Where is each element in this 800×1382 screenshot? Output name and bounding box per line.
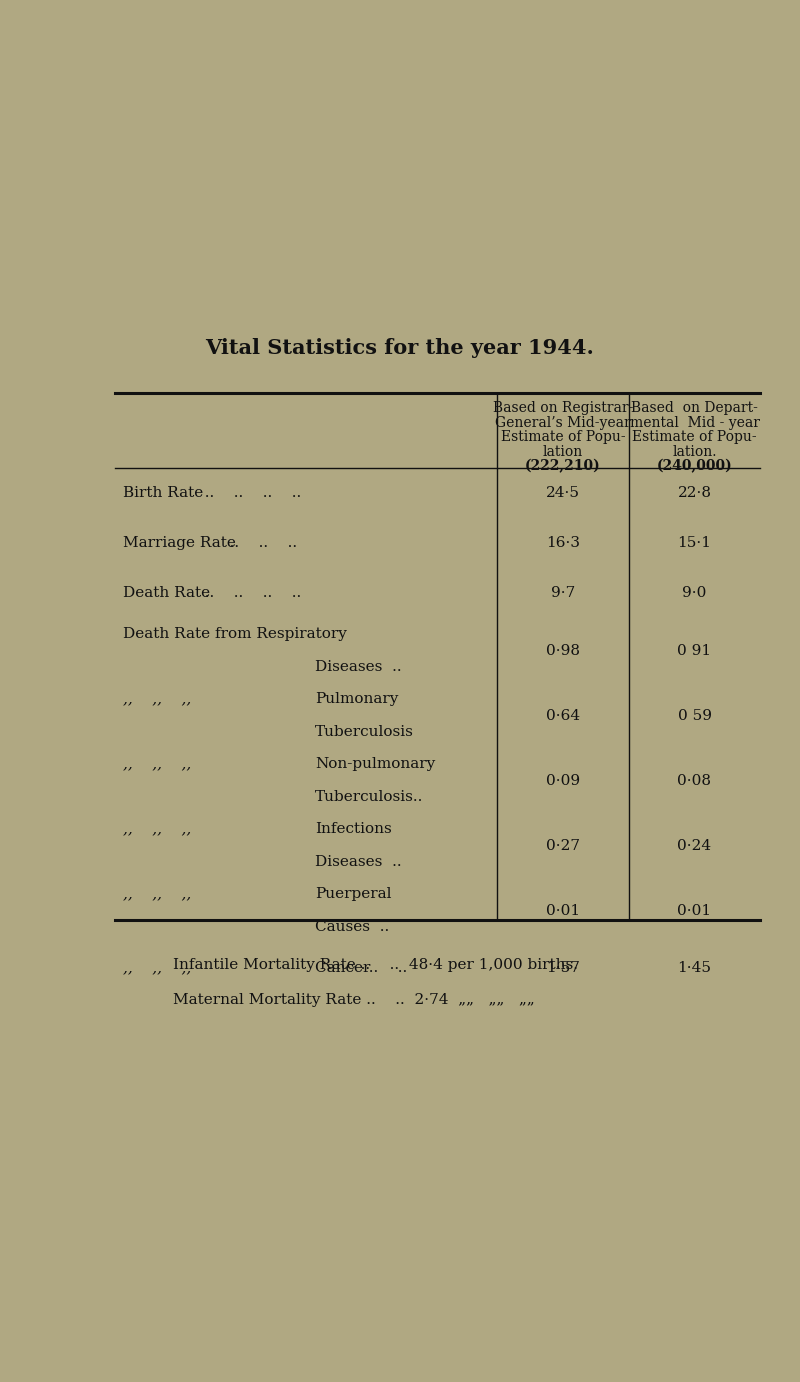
Text: ..    ..    ..    ..: .. .. .. .. (195, 486, 302, 500)
Text: ,,    ,,    ,,: ,, ,, ,, (123, 822, 191, 836)
Text: 0 91: 0 91 (678, 644, 711, 658)
Text: 0·01: 0·01 (678, 904, 711, 918)
Text: ,,    ,,    ,,: ,, ,, ,, (123, 692, 191, 706)
Text: Diseases  ..: Diseases .. (315, 659, 402, 674)
Text: 0·01: 0·01 (546, 904, 580, 918)
Text: (222,210): (222,210) (525, 459, 601, 473)
Text: Infections: Infections (315, 822, 392, 836)
Text: ,,    ,,    ,,: ,, ,, ,, (123, 757, 191, 771)
Text: ,,    ,,    ,,: ,, ,, ,, (123, 960, 191, 974)
Text: Pulmonary: Pulmonary (315, 692, 398, 706)
Text: General’s Mid-year: General’s Mid-year (495, 416, 631, 430)
Text: ..    ..    ..: .. .. .. (215, 536, 298, 550)
Text: ..    ..    ..    ..: .. .. .. .. (195, 586, 302, 600)
Text: 0·64: 0·64 (546, 709, 580, 723)
Text: lation.: lation. (672, 445, 717, 459)
Text: Causes  ..: Causes .. (315, 920, 390, 934)
Text: Birth Rate: Birth Rate (123, 486, 203, 500)
Text: Diseases  ..: Diseases .. (315, 854, 402, 869)
Text: 15·1: 15·1 (678, 536, 711, 550)
Text: Based  on Depart-: Based on Depart- (631, 401, 758, 415)
Text: Tuberculosis..: Tuberculosis.. (315, 789, 423, 804)
Text: Puerperal: Puerperal (315, 887, 391, 901)
Text: Death Rate from Respiratory: Death Rate from Respiratory (123, 627, 347, 641)
Text: Estimate of Popu-: Estimate of Popu- (632, 430, 757, 444)
Text: 1·57: 1·57 (546, 960, 580, 974)
Text: Death Rate: Death Rate (123, 586, 210, 600)
Text: 9·0: 9·0 (682, 586, 706, 600)
Text: Estimate of Popu-: Estimate of Popu- (501, 430, 626, 444)
Text: 0·27: 0·27 (546, 839, 580, 853)
Text: ,,    ,,    ,,: ,, ,, ,, (123, 887, 191, 901)
Text: 9·7: 9·7 (551, 586, 575, 600)
Text: Cancer..    ..: Cancer.. .. (315, 960, 407, 974)
Text: (240,000): (240,000) (657, 459, 732, 473)
Text: Tuberculosis: Tuberculosis (315, 724, 414, 739)
Text: 0·09: 0·09 (546, 774, 580, 788)
Text: Non-pulmonary: Non-pulmonary (315, 757, 435, 771)
Text: mental  Mid - year: mental Mid - year (630, 416, 759, 430)
Text: 0·98: 0·98 (546, 644, 580, 658)
Text: 24·5: 24·5 (546, 486, 580, 500)
Text: 0·24: 0·24 (678, 839, 711, 853)
Text: Vital Statistics for the year 1944.: Vital Statistics for the year 1944. (206, 339, 594, 358)
Text: Maternal Mortality Rate ..    ..  2·74  „„   „„   „„: Maternal Mortality Rate .. .. 2·74 „„ „„… (173, 994, 534, 1007)
Text: 1·45: 1·45 (678, 960, 711, 974)
Text: 16·3: 16·3 (546, 536, 580, 550)
Text: lation: lation (543, 445, 583, 459)
Text: Infantile Mortality Rate ..    ..  48·4 per 1,000 births.: Infantile Mortality Rate .. .. 48·4 per … (173, 958, 578, 972)
Text: 22·8: 22·8 (678, 486, 711, 500)
Text: Based on Registrar-: Based on Registrar- (493, 401, 633, 415)
Text: 0 59: 0 59 (678, 709, 711, 723)
Text: Marriage Rate: Marriage Rate (123, 536, 236, 550)
Text: 0·08: 0·08 (678, 774, 711, 788)
